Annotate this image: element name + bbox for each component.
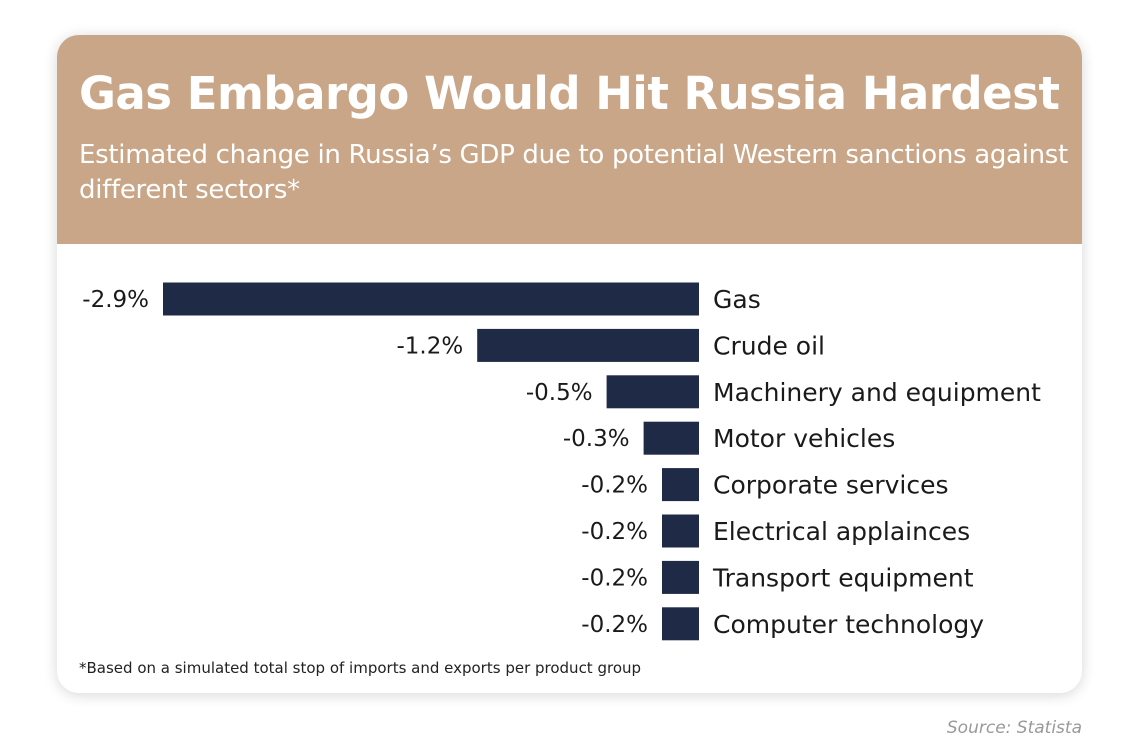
category-label: Corporate services bbox=[713, 471, 949, 500]
bar-4 bbox=[662, 468, 699, 502]
bar-6 bbox=[662, 560, 699, 594]
category-label: Crude oil bbox=[713, 331, 825, 360]
category-label: Motor vehicles bbox=[713, 424, 895, 453]
category-label: Machinery and equipment bbox=[713, 378, 1041, 407]
value-label: -0.3% bbox=[563, 426, 630, 452]
value-label: -0.2% bbox=[581, 565, 648, 591]
category-label: Gas bbox=[713, 285, 761, 314]
bar-1 bbox=[477, 328, 699, 362]
value-label: -2.9% bbox=[82, 287, 149, 313]
value-label: -0.2% bbox=[581, 473, 648, 499]
bar-3 bbox=[643, 421, 699, 455]
footnote: *Based on a simulated total stop of impo… bbox=[79, 659, 642, 677]
chart-title: Gas Embargo Would Hit Russia Hardest bbox=[79, 67, 1060, 120]
bar-7 bbox=[662, 607, 699, 641]
category-label: Computer technology bbox=[713, 610, 984, 639]
bar-2 bbox=[606, 375, 699, 409]
value-label: -0.2% bbox=[581, 519, 648, 545]
chart-subtitle: Estimated change in Russia’s GDP due to … bbox=[79, 140, 1068, 205]
value-label: -0.2% bbox=[581, 612, 648, 638]
category-label: Electrical applainces bbox=[713, 517, 970, 546]
value-label: -1.2% bbox=[396, 333, 463, 359]
source-note: Source: Statista bbox=[946, 718, 1082, 738]
chart-card: Gas Embargo Would Hit Russia Hardest Est… bbox=[57, 35, 1082, 693]
bar-0 bbox=[163, 282, 699, 316]
value-label: -0.5% bbox=[526, 380, 593, 406]
header-banner: Gas Embargo Would Hit Russia Hardest Est… bbox=[57, 35, 1082, 244]
category-label: Transport equipment bbox=[712, 563, 974, 592]
bar-chart: -2.9% Gas -1.2% Crude oil -0.5% Machinery and… bbox=[82, 282, 1041, 641]
bar-5 bbox=[662, 514, 699, 548]
